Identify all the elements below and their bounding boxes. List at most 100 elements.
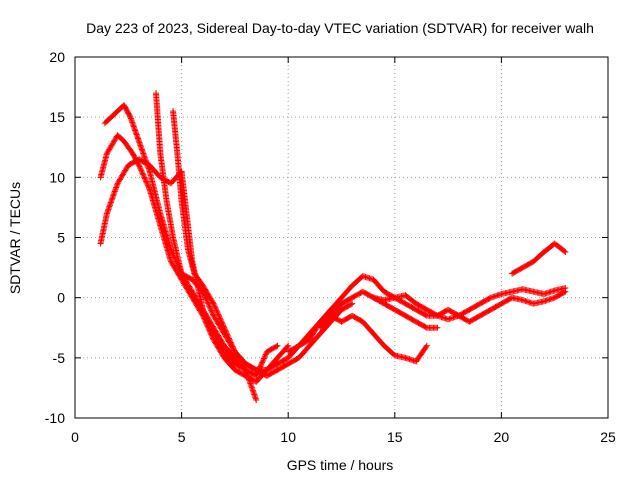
y-tick-label: 0: [57, 290, 65, 306]
data-point: [219, 320, 226, 327]
data-point: [208, 307, 215, 314]
series-track-9: [370, 285, 569, 323]
data-point: [146, 185, 153, 192]
data-point: [139, 170, 146, 177]
data-point: [224, 332, 231, 339]
series-track-7: [327, 312, 430, 365]
data-point: [207, 304, 214, 311]
data-point: [144, 182, 151, 189]
data-point: [217, 315, 224, 322]
data-point: [143, 179, 150, 186]
data-point: [561, 248, 568, 255]
data-point: [211, 302, 218, 309]
data-point: [486, 295, 493, 302]
y-axis-label: SDTVAR / TECUs: [7, 182, 23, 294]
data-point: [205, 300, 212, 307]
data-point: [223, 330, 230, 337]
data-point: [223, 328, 230, 335]
data-point: [216, 314, 223, 321]
data-point: [141, 174, 148, 181]
chart-title: Day 223 of 2023, Sidereal Day-to-day VTE…: [86, 20, 594, 36]
data-point: [207, 330, 214, 337]
data-point: [228, 342, 235, 349]
data-point: [227, 339, 234, 346]
data-point: [208, 331, 215, 338]
data-points: [97, 90, 569, 403]
data-point: [228, 340, 235, 347]
data-point: [212, 306, 219, 313]
data-point: [143, 178, 150, 185]
data-point: [259, 359, 266, 366]
data-point: [204, 323, 211, 330]
data-point: [142, 177, 149, 184]
data-point: [209, 334, 216, 341]
data-point: [253, 396, 260, 403]
data-point: [222, 327, 229, 334]
series-track-10: [509, 240, 569, 277]
data-point: [285, 342, 292, 349]
data-point: [422, 344, 429, 351]
data-point: [215, 311, 222, 318]
data-point: [212, 304, 219, 311]
data-point: [225, 334, 232, 341]
data-point: [259, 358, 266, 365]
y-tick-label: 20: [49, 49, 65, 65]
data-point: [433, 312, 440, 319]
data-point: [213, 307, 220, 314]
data-point: [138, 167, 145, 174]
x-tick-label: 10: [280, 429, 296, 445]
data-point: [284, 343, 291, 350]
data-point: [562, 285, 569, 292]
data-point: [140, 171, 147, 178]
data-point: [214, 310, 221, 317]
data-point: [347, 301, 354, 308]
data-point: [227, 338, 234, 345]
data-point: [262, 352, 269, 359]
data-point: [260, 355, 267, 362]
data-point: [205, 326, 212, 333]
data-point: [135, 161, 142, 168]
data-point: [205, 324, 212, 331]
data-point: [126, 112, 133, 119]
data-point: [209, 311, 216, 318]
data-point: [224, 331, 231, 338]
data-point: [207, 306, 214, 313]
data-point: [140, 172, 147, 179]
data-point: [208, 332, 215, 339]
data-point: [434, 324, 441, 331]
data-point: [258, 360, 265, 367]
data-point: [423, 342, 430, 349]
data-point: [206, 303, 213, 310]
data-point: [261, 354, 268, 361]
data-point: [205, 302, 212, 309]
data-point: [273, 343, 280, 350]
data-point: [217, 316, 224, 323]
y-tick-label: -5: [53, 350, 66, 366]
data-point: [562, 248, 569, 255]
data-point: [229, 343, 236, 350]
data-point: [220, 323, 227, 330]
x-tick-label: 20: [494, 429, 510, 445]
data-point: [206, 327, 213, 334]
data-point: [220, 322, 227, 329]
data-point: [144, 181, 151, 188]
data-point: [145, 183, 152, 190]
data-point: [208, 308, 215, 315]
y-tick-label: -10: [45, 410, 65, 426]
x-tick-label: 25: [600, 429, 616, 445]
data-point: [221, 324, 228, 331]
data-point: [138, 168, 145, 175]
data-point: [230, 346, 237, 353]
data-point: [207, 328, 214, 335]
data-point: [211, 303, 218, 310]
data-point: [209, 299, 216, 306]
data-point: [226, 336, 233, 343]
x-axis-label: GPS time / hours: [287, 457, 394, 473]
data-point: [422, 312, 429, 319]
data-point: [210, 300, 217, 307]
data-point: [137, 164, 144, 171]
data-point: [422, 324, 429, 331]
y-tick-label: 15: [49, 109, 65, 125]
